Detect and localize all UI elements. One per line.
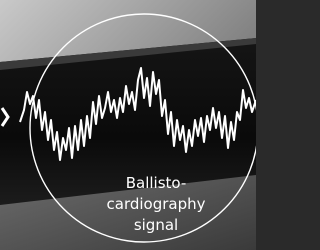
illustration: Ballisto- cardiography signal bbox=[0, 0, 256, 250]
caption-line: Ballisto- bbox=[126, 174, 187, 192]
caption-line: cardiography bbox=[107, 195, 206, 213]
page: Ballisto- cardiography signal (() => { c… bbox=[0, 0, 256, 250]
caption-line: signal bbox=[134, 216, 178, 234]
